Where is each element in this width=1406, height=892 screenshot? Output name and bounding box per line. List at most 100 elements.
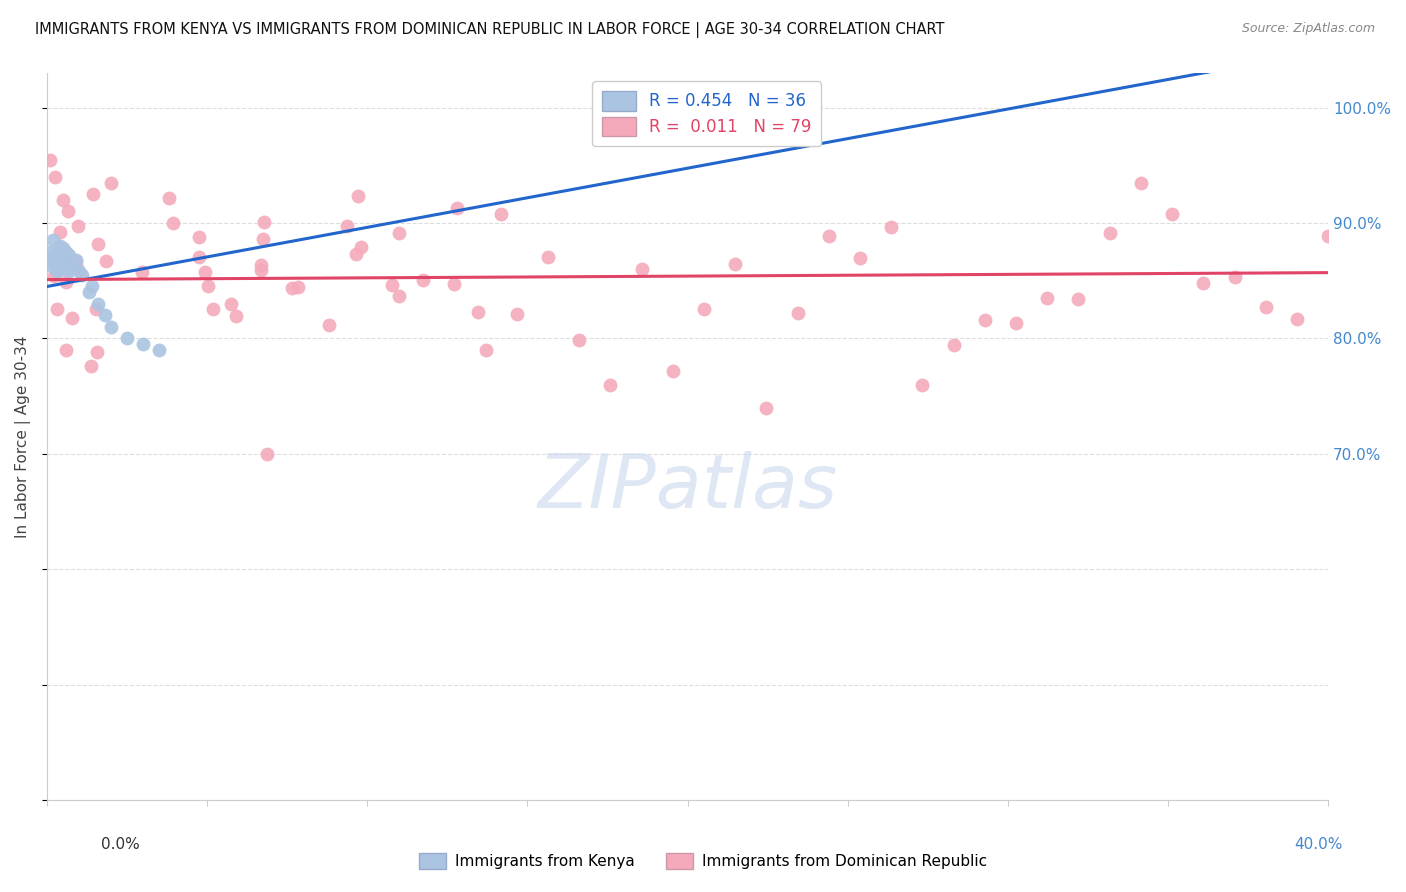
Point	[786, 305, 808, 319]
Point	[201, 302, 224, 317]
Point	[387, 289, 409, 303]
Point	[58, 264, 80, 278]
Point	[849, 251, 872, 265]
Point	[52, 252, 75, 267]
Point	[443, 277, 465, 292]
Point	[344, 247, 367, 261]
Point	[49, 239, 72, 253]
Point	[39, 244, 62, 259]
Point	[148, 343, 170, 357]
Point	[115, 331, 138, 345]
Point	[755, 401, 778, 415]
Point	[56, 204, 79, 219]
Point	[973, 313, 995, 327]
Text: 40.0%: 40.0%	[1295, 837, 1343, 852]
Point	[724, 257, 747, 271]
Point	[42, 233, 65, 247]
Point	[187, 230, 209, 244]
Point	[60, 310, 83, 325]
Point	[157, 191, 180, 205]
Point	[87, 297, 110, 311]
Point	[52, 193, 75, 207]
Point	[58, 255, 80, 269]
Point	[39, 153, 62, 167]
Point	[350, 240, 373, 254]
Point	[65, 252, 87, 267]
Point	[65, 254, 87, 268]
Point	[336, 219, 359, 234]
Point	[55, 343, 77, 357]
Text: Source: ZipAtlas.com: Source: ZipAtlas.com	[1241, 22, 1375, 36]
Point	[62, 260, 84, 274]
Legend: R = 0.454   N = 36, R =  0.011   N = 79: R = 0.454 N = 36, R = 0.011 N = 79	[592, 81, 821, 146]
Point	[55, 262, 77, 277]
Point	[45, 256, 67, 270]
Point	[253, 215, 276, 229]
Point	[219, 297, 242, 311]
Point	[537, 250, 560, 264]
Point	[1223, 270, 1246, 285]
Legend: Immigrants from Kenya, Immigrants from Dominican Republic: Immigrants from Kenya, Immigrants from D…	[412, 847, 994, 875]
Point	[80, 359, 103, 374]
Point	[82, 187, 104, 202]
Point	[194, 265, 217, 279]
Point	[467, 305, 489, 319]
Point	[55, 244, 77, 259]
Point	[599, 377, 621, 392]
Point	[346, 189, 368, 203]
Point	[188, 250, 211, 264]
Point	[256, 447, 278, 461]
Point	[162, 216, 184, 230]
Point	[44, 268, 66, 283]
Point	[880, 220, 903, 235]
Point	[1067, 292, 1090, 306]
Text: IMMIGRANTS FROM KENYA VS IMMIGRANTS FROM DOMINICAN REPUBLIC IN LABOR FORCE | AGE: IMMIGRANTS FROM KENYA VS IMMIGRANTS FROM…	[35, 22, 945, 38]
Point	[1254, 300, 1277, 314]
Point	[693, 302, 716, 317]
Point	[1161, 207, 1184, 221]
Point	[49, 252, 72, 267]
Point	[318, 318, 340, 332]
Point	[84, 301, 107, 316]
Point	[87, 236, 110, 251]
Point	[44, 169, 66, 184]
Point	[252, 232, 274, 246]
Point	[388, 226, 411, 240]
Point	[45, 251, 67, 265]
Point	[45, 244, 67, 259]
Point	[287, 280, 309, 294]
Point	[80, 279, 103, 293]
Point	[52, 248, 75, 262]
Point	[67, 264, 90, 278]
Point	[52, 262, 75, 277]
Point	[55, 275, 77, 289]
Point	[412, 273, 434, 287]
Point	[1285, 311, 1308, 326]
Point	[1005, 316, 1028, 330]
Point	[100, 176, 122, 190]
Point	[77, 285, 100, 300]
Point	[789, 126, 811, 140]
Point	[45, 264, 67, 278]
Point	[249, 263, 271, 277]
Point	[42, 260, 65, 274]
Y-axis label: In Labor Force | Age 30-34: In Labor Force | Age 30-34	[15, 335, 31, 538]
Point	[49, 260, 72, 274]
Point	[772, 124, 794, 138]
Point	[817, 229, 839, 244]
Point	[132, 337, 155, 351]
Point	[49, 225, 72, 239]
Point	[630, 262, 652, 277]
Point	[1192, 276, 1215, 290]
Point	[42, 248, 65, 262]
Point	[741, 129, 763, 144]
Point	[52, 241, 75, 255]
Point	[58, 248, 80, 262]
Point	[86, 345, 108, 359]
Point	[281, 280, 304, 294]
Point	[39, 252, 62, 267]
Point	[1129, 176, 1152, 190]
Point	[568, 333, 591, 347]
Point	[942, 338, 965, 352]
Point	[491, 207, 513, 221]
